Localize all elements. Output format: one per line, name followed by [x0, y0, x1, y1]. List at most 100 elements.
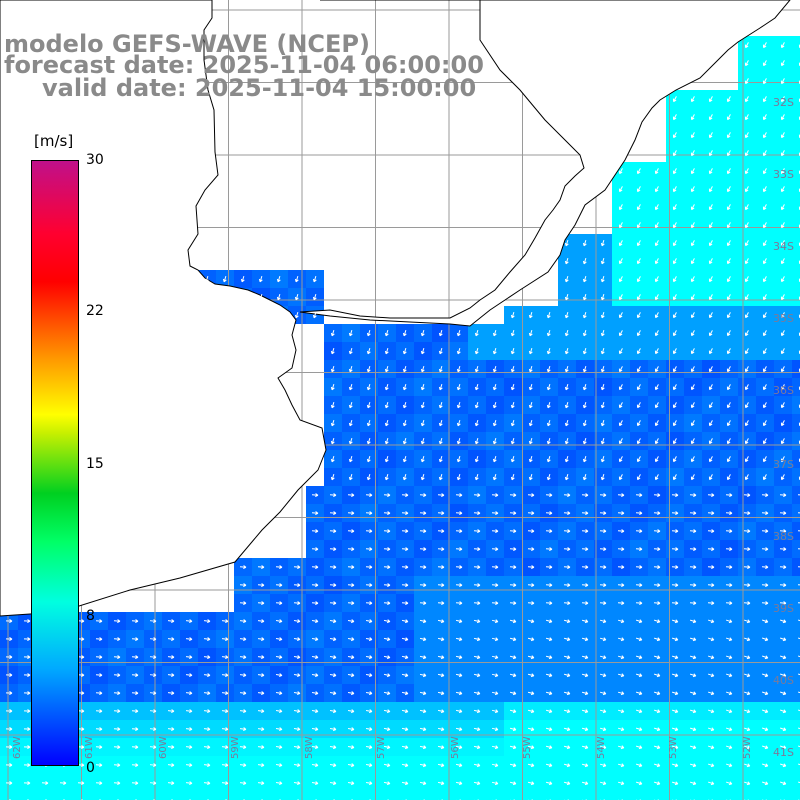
wind-arrow	[761, 601, 769, 606]
wind-arrow	[383, 619, 391, 624]
wind-arrow	[527, 583, 535, 588]
wind-arrow	[491, 637, 499, 642]
wind-arrow	[257, 601, 265, 606]
wind-arrow	[473, 781, 481, 786]
wind-arrow	[671, 547, 679, 552]
lat-label: 36S	[773, 384, 794, 397]
wind-arrow	[780, 114, 785, 121]
wind-arrow	[311, 673, 319, 678]
wind-arrow	[491, 673, 499, 678]
wind-arrow	[780, 366, 785, 373]
wind-arrow	[635, 781, 643, 786]
wind-arrow	[5, 763, 13, 768]
wind-arrow	[383, 601, 391, 606]
wind-arrow	[311, 529, 319, 534]
wind-arrow	[473, 511, 481, 516]
wind-arrow	[636, 222, 641, 229]
wind-arrow	[509, 745, 517, 750]
wind-arrow	[762, 294, 767, 301]
wind-arrow	[780, 330, 785, 337]
wind-arrow	[311, 601, 319, 606]
wind-cell	[144, 792, 162, 800]
wind-arrow	[347, 781, 355, 786]
wind-arrow	[635, 565, 643, 570]
wind-arrow	[239, 565, 247, 570]
wind-arrow	[599, 547, 607, 552]
wind-arrow	[690, 114, 695, 121]
wind-arrow	[365, 637, 373, 642]
wind-arrow	[671, 781, 679, 786]
wind-arrow	[672, 366, 677, 373]
wind-arrow	[545, 511, 553, 516]
wind-arrow	[330, 383, 335, 391]
wind-cell	[468, 792, 486, 800]
wind-arrow	[239, 583, 247, 588]
wind-arrow	[545, 781, 553, 786]
wind-arrow	[563, 727, 571, 732]
wind-arrow	[509, 601, 517, 606]
wind-arrow	[167, 709, 175, 714]
wind-arrow	[509, 565, 517, 570]
wind-arrow	[221, 781, 229, 786]
wind-arrow	[491, 655, 499, 660]
wind-arrow	[545, 583, 553, 588]
wind-arrow	[780, 745, 787, 750]
wind-arrow	[402, 329, 407, 337]
wind-cell	[792, 216, 800, 234]
lat-label: 35S	[773, 312, 794, 325]
wind-arrow	[311, 511, 319, 516]
wind-arrow	[743, 637, 751, 642]
wind-arrow	[420, 329, 425, 337]
wind-arrow	[762, 745, 769, 750]
lon-label: 61W	[84, 736, 95, 759]
wind-arrow	[708, 420, 713, 427]
wind-arrow	[599, 745, 607, 750]
wind-cell	[648, 792, 666, 800]
wind-arrow	[311, 709, 319, 714]
wind-arrow	[402, 401, 407, 409]
wind-cell	[360, 792, 378, 800]
wind-arrow	[726, 222, 731, 229]
wind-arrow	[113, 709, 121, 714]
wind-arrow	[239, 691, 247, 696]
lon-label: 54W	[596, 736, 607, 759]
wind-arrow	[473, 547, 481, 552]
wind-arrow	[330, 437, 335, 445]
wind-cell	[792, 648, 800, 666]
wind-arrow	[167, 655, 175, 660]
wind-arrow	[365, 709, 373, 714]
wind-arrow	[672, 312, 677, 319]
wind-arrow	[474, 347, 479, 355]
wind-arrow	[221, 619, 229, 624]
wind-arrow	[222, 275, 227, 283]
wind-arrow	[780, 781, 787, 786]
wind-arrow	[275, 583, 283, 588]
wind-arrow	[492, 473, 497, 481]
wind-arrow	[779, 511, 787, 516]
wind-arrow	[77, 691, 85, 696]
wind-cell	[342, 792, 360, 800]
wind-arrow	[690, 384, 695, 391]
wind-arrow	[473, 745, 481, 750]
wind-arrow	[600, 293, 605, 301]
wind-arrow	[689, 655, 697, 660]
wind-arrow	[744, 204, 749, 211]
wind-arrow	[762, 132, 767, 139]
wind-arrow	[744, 420, 749, 427]
wind-arrow	[563, 511, 571, 516]
wind-arrow	[437, 637, 445, 642]
land-area	[0, 0, 791, 617]
wind-arrow	[149, 691, 157, 696]
wind-arrow	[654, 384, 659, 391]
wind-arrow	[707, 637, 715, 642]
wind-arrow	[690, 276, 695, 283]
wind-arrow	[762, 168, 767, 175]
wind-arrow	[473, 763, 481, 768]
wind-arrow	[437, 763, 445, 768]
wind-arrow	[311, 691, 319, 696]
wind-arrow	[599, 727, 607, 732]
lat-label: 40S	[773, 674, 794, 687]
wind-arrow	[420, 419, 425, 427]
wind-arrow	[384, 455, 389, 463]
wind-arrow	[473, 601, 481, 606]
